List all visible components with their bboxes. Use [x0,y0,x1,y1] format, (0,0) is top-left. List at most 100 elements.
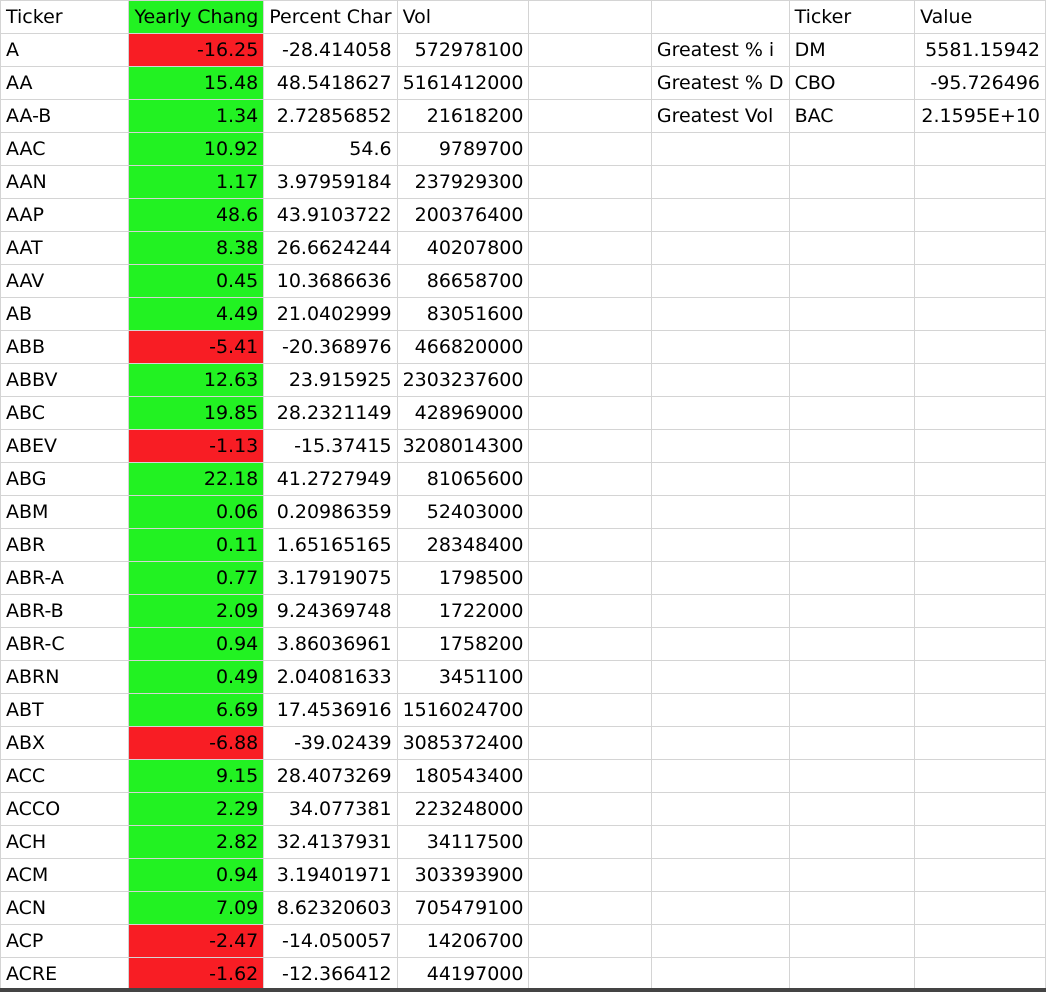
empty-cell[interactable] [528,297,652,331]
volume-cell[interactable]: 83051600 [396,297,530,331]
percent-change-cell[interactable]: 26.6624244 [263,231,398,265]
yearly-change-cell[interactable]: 0.45 [128,264,265,298]
empty-cell[interactable] [914,924,1046,958]
yearly-change-cell[interactable]: 2.82 [128,825,265,859]
yearly-change-cell[interactable]: 8.38 [128,231,265,265]
volume-cell[interactable]: 572978100 [396,33,530,67]
percent-change-cell[interactable]: 34.077381 [263,792,398,826]
percent-change-cell[interactable]: 3.86036961 [263,627,398,661]
ticker-cell[interactable]: ACP [0,924,130,958]
ticker-cell[interactable]: AA-B [0,99,130,133]
empty-cell[interactable] [528,330,652,364]
empty-cell[interactable] [914,957,1046,991]
ticker-cell[interactable]: ABC [0,396,130,430]
empty-cell[interactable] [650,957,790,991]
ticker-cell[interactable]: ACRE [0,957,130,991]
volume-cell[interactable]: 1758200 [396,627,530,661]
empty-cell[interactable] [528,858,652,892]
volume-cell[interactable]: 1798500 [396,561,530,595]
header-yearly-change[interactable]: Yearly Chang [128,0,265,34]
empty-cell[interactable] [914,429,1046,463]
ticker-cell[interactable]: AAN [0,165,130,199]
volume-cell[interactable]: 21618200 [396,99,530,133]
ticker-cell[interactable]: A [0,33,130,67]
empty-cell[interactable] [650,495,790,529]
percent-change-cell[interactable]: 2.72856852 [263,99,398,133]
ticker-cell[interactable]: ACC [0,759,130,793]
empty-cell[interactable] [650,858,790,892]
empty-cell[interactable] [650,627,790,661]
percent-change-cell[interactable]: -28.414058 [263,33,398,67]
percent-change-cell[interactable]: 28.4073269 [263,759,398,793]
yearly-change-cell[interactable]: 0.77 [128,561,265,595]
volume-cell[interactable]: 3451100 [396,660,530,694]
empty-cell[interactable] [650,660,790,694]
empty-cell[interactable] [788,891,916,925]
summary-ticker-cell[interactable]: CBO [788,66,916,100]
empty-cell[interactable] [528,924,652,958]
ticker-cell[interactable]: ABM [0,495,130,529]
ticker-cell[interactable]: ACH [0,825,130,859]
yearly-change-cell[interactable]: 0.94 [128,627,265,661]
yearly-change-cell[interactable]: 9.15 [128,759,265,793]
empty-cell[interactable] [788,231,916,265]
empty-cell[interactable] [914,165,1046,199]
empty-cell[interactable] [788,429,916,463]
yearly-change-cell[interactable]: -6.88 [128,726,265,760]
empty-cell[interactable] [650,429,790,463]
ticker-cell[interactable]: ABR-B [0,594,130,628]
yearly-change-cell[interactable]: 10.92 [128,132,265,166]
empty-cell[interactable] [528,528,652,562]
empty-cell[interactable] [650,297,790,331]
yearly-change-cell[interactable]: 22.18 [128,462,265,496]
empty-cell[interactable] [650,462,790,496]
empty-cell[interactable] [788,462,916,496]
volume-cell[interactable]: 3085372400 [396,726,530,760]
empty-cell[interactable] [788,264,916,298]
ticker-cell[interactable]: ACM [0,858,130,892]
percent-change-cell[interactable]: -15.37415 [263,429,398,463]
empty-cell[interactable] [528,561,652,595]
empty-cell[interactable] [528,495,652,529]
header-volume[interactable]: Vol [396,0,530,34]
empty-cell[interactable] [788,594,916,628]
empty-cell[interactable] [914,726,1046,760]
ticker-cell[interactable]: ABG [0,462,130,496]
empty-cell[interactable] [528,231,652,265]
empty-cell[interactable] [528,660,652,694]
empty-cell[interactable] [788,330,916,364]
empty-cell[interactable] [788,957,916,991]
empty-cell[interactable] [914,297,1046,331]
empty-cell[interactable] [528,627,652,661]
volume-cell[interactable]: 1516024700 [396,693,530,727]
volume-cell[interactable]: 705479100 [396,891,530,925]
empty-cell[interactable] [914,891,1046,925]
yearly-change-cell[interactable]: 0.11 [128,528,265,562]
header-summary-value[interactable]: Value [914,0,1046,34]
volume-cell[interactable]: 40207800 [396,231,530,265]
ticker-cell[interactable]: ABEV [0,429,130,463]
ticker-cell[interactable]: ABR-A [0,561,130,595]
empty-cell[interactable] [650,363,790,397]
percent-change-cell[interactable]: 43.9103722 [263,198,398,232]
percent-change-cell[interactable]: 3.97959184 [263,165,398,199]
volume-cell[interactable]: 200376400 [396,198,530,232]
empty-cell[interactable] [650,825,790,859]
volume-cell[interactable]: 28348400 [396,528,530,562]
empty-cell[interactable] [650,891,790,925]
percent-change-cell[interactable]: 23.915925 [263,363,398,397]
percent-change-cell[interactable]: 8.62320603 [263,891,398,925]
yearly-change-cell[interactable]: 15.48 [128,66,265,100]
header-ticker[interactable]: Ticker [0,0,130,34]
empty-cell[interactable] [528,396,652,430]
empty-cell[interactable] [528,429,652,463]
empty-cell[interactable] [914,495,1046,529]
ticker-cell[interactable]: AA [0,66,130,100]
yearly-change-cell[interactable]: -1.62 [128,957,265,991]
empty-cell[interactable] [914,198,1046,232]
empty-cell[interactable] [914,132,1046,166]
empty-cell[interactable] [914,561,1046,595]
yearly-change-cell[interactable]: -1.13 [128,429,265,463]
summary-label-cell[interactable]: Greatest % i [650,33,790,67]
percent-change-cell[interactable]: 41.2727949 [263,462,398,496]
